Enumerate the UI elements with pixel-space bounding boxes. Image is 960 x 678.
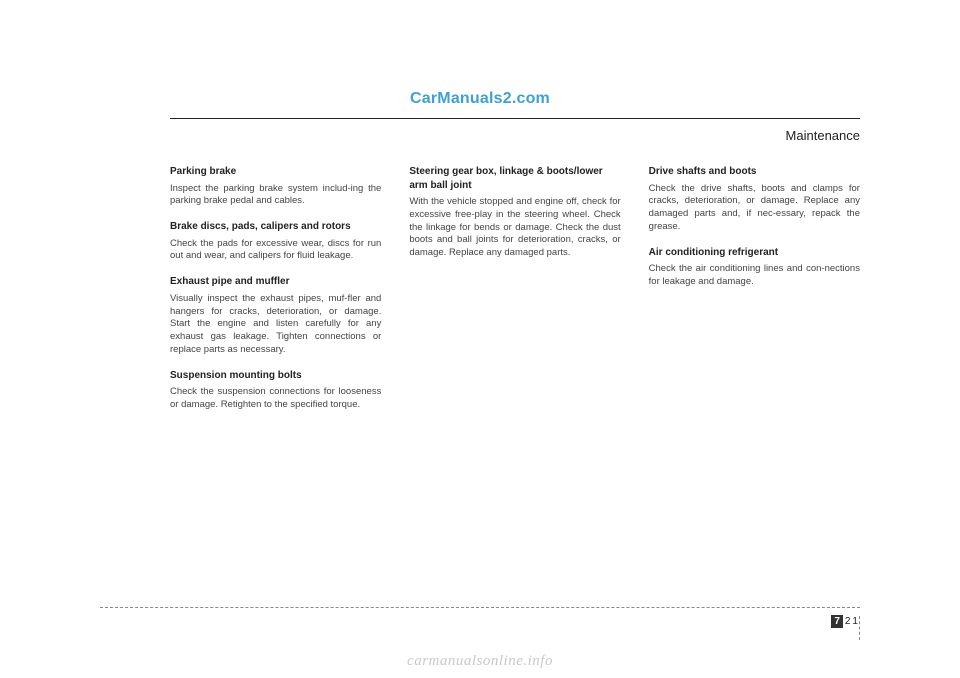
section-body: Visually inspect the exhaust pipes, muf-…: [170, 293, 381, 357]
section-title: Air conditioning refrigerant: [649, 246, 860, 260]
section-title: Suspension mounting bolts: [170, 369, 381, 383]
watermark-bottom: carmanualsonline.info: [407, 653, 553, 670]
column-2: Steering gear box, linkage & boots/lower…: [409, 165, 620, 412]
section-title: Exhaust pipe and muffler: [170, 275, 381, 289]
chapter-number: 7: [831, 615, 843, 628]
footer-rule: [100, 607, 860, 608]
content-columns: Parking brake Inspect the parking brake …: [170, 165, 860, 412]
section-body: With the vehicle stopped and engine off,…: [409, 196, 620, 260]
manual-page: CarManuals2.com Maintenance Parking brak…: [0, 0, 960, 678]
section-body: Check the suspension connections for loo…: [170, 386, 381, 412]
section-title: Parking brake: [170, 165, 381, 179]
section-title: Brake discs, pads, calipers and rotors: [170, 220, 381, 234]
section-title: Steering gear box, linkage & boots/lower…: [409, 165, 620, 192]
section-body: Check the pads for excessive wear, discs…: [170, 238, 381, 264]
page-number-value: 21: [845, 616, 860, 627]
header-rule: [170, 118, 860, 119]
page-number: 721: [831, 615, 860, 628]
section-body: Check the drive shafts, boots and clamps…: [649, 183, 860, 234]
column-1: Parking brake Inspect the parking brake …: [170, 165, 381, 412]
section-body: Check the air conditioning lines and con…: [649, 263, 860, 289]
section-title: Drive shafts and boots: [649, 165, 860, 179]
column-3: Drive shafts and boots Check the drive s…: [649, 165, 860, 412]
section-header: Maintenance: [786, 128, 860, 143]
watermark-top: CarManuals2.com: [410, 90, 550, 108]
section-body: Inspect the parking brake system includ-…: [170, 183, 381, 209]
